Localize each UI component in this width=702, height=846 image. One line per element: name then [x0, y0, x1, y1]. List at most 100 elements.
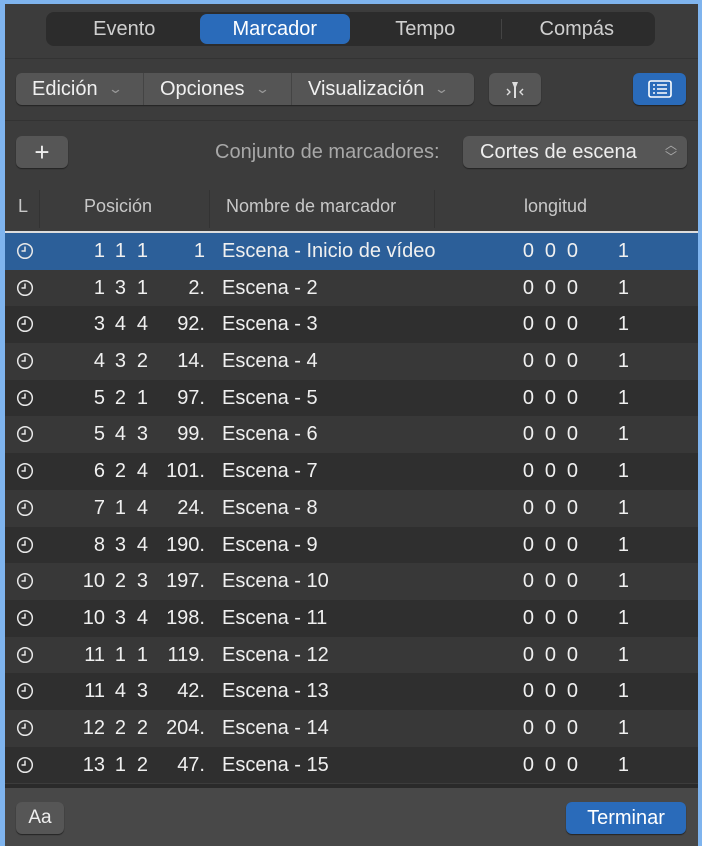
length-tick: 1: [617, 386, 629, 409]
position-division: 2: [136, 350, 148, 373]
table-row[interactable]: 11 1 1 119. Escena - 12 0 0 0 1: [5, 636, 698, 674]
list-view-icon: [647, 80, 672, 98]
position-bar: 7: [93, 496, 105, 519]
column-lock[interactable]: L: [18, 196, 29, 216]
tab-evento[interactable]: Evento: [93, 17, 156, 40]
clock-icon[interactable]: [16, 242, 34, 266]
marker-snap-icon: [506, 82, 524, 98]
marker-name[interactable]: Escena - 7: [222, 460, 318, 483]
marker-name[interactable]: Escena - 3: [222, 313, 318, 336]
position-division: 3: [136, 680, 148, 703]
marker-name[interactable]: Escena - 5: [222, 386, 318, 409]
length-division: 0: [566, 386, 578, 409]
clock-icon[interactable]: [16, 756, 34, 780]
position-beat: 2: [114, 570, 126, 593]
snap-marker-button[interactable]: [489, 73, 541, 105]
column-name[interactable]: Nombre de marcador: [226, 196, 397, 216]
length-beat: 0: [544, 240, 556, 262]
done-button[interactable]: Terminar: [566, 802, 686, 834]
length-beat: 0: [544, 313, 556, 336]
position-tick: 204.: [166, 716, 205, 739]
marker-name[interactable]: Escena - 14: [222, 716, 329, 739]
clock-icon[interactable]: [16, 389, 34, 413]
table-row[interactable]: 11 4 3 42. Escena - 13 0 0 0 1: [5, 673, 698, 710]
length-tick: 1: [617, 570, 629, 593]
table-row[interactable]: 1 1 1 1 Escena - Inicio de vídeo 0 0 0 1: [5, 233, 698, 270]
clock-icon[interactable]: [16, 719, 34, 743]
column-position[interactable]: Posición: [84, 196, 153, 216]
marker-name[interactable]: Escena - 13: [222, 680, 329, 703]
table-row[interactable]: 10 2 3 197. Escena - 10 0 0 0 1: [5, 563, 698, 600]
length-division: 0: [566, 276, 578, 299]
clock-icon[interactable]: [16, 609, 34, 633]
marker-name[interactable]: Escena - 2: [222, 276, 318, 299]
length-bar: 0: [522, 680, 534, 703]
chevron-down-icon: ⌄: [107, 81, 123, 96]
font-button[interactable]: Aa: [16, 802, 64, 834]
add-marker-button[interactable]: +: [16, 136, 68, 168]
table-row[interactable]: 13 1 2 47. Escena - 15 0 0 0 1: [5, 746, 698, 784]
marker-name[interactable]: Escena - 9: [222, 533, 318, 556]
marker-name[interactable]: Escena - 4: [222, 350, 318, 373]
tab-tempo[interactable]: Tempo: [395, 17, 456, 40]
length-division: 0: [566, 423, 578, 446]
position-division: 2: [136, 753, 148, 776]
view-tabs: Evento Marcador Tempo Compás: [46, 12, 655, 46]
length-bar: 0: [522, 643, 534, 666]
length-beat: 0: [544, 753, 556, 776]
table-row[interactable]: 10 3 4 198. Escena - 11 0 0 0 1: [5, 599, 698, 637]
clock-icon[interactable]: [16, 499, 34, 523]
marker-name[interactable]: Escena - 11: [222, 606, 328, 629]
length-tick: 1: [617, 680, 629, 703]
marker-name[interactable]: Escena - 10: [222, 570, 329, 593]
length-tick: 1: [617, 313, 629, 336]
clock-icon[interactable]: [16, 462, 34, 486]
position-tick: 197.: [166, 570, 205, 593]
marker-name[interactable]: Escena - Inicio de vídeo: [222, 240, 436, 262]
length-tick: 1: [617, 460, 629, 483]
clock-icon[interactable]: [16, 352, 34, 376]
length-beat: 0: [544, 570, 556, 593]
position-beat: 3: [114, 533, 126, 556]
clock-icon[interactable]: [16, 425, 34, 449]
clock-icon[interactable]: [16, 315, 34, 339]
list-view-button[interactable]: [633, 73, 686, 105]
opciones-menu[interactable]: Opciones ⌄: [144, 73, 292, 105]
length-bar: 0: [522, 350, 534, 373]
length-tick: 1: [617, 753, 629, 776]
marker-name[interactable]: Escena - 15: [222, 753, 329, 776]
position-beat: 2: [114, 386, 126, 409]
marker-name[interactable]: Escena - 8: [222, 496, 318, 519]
clock-icon[interactable]: [16, 536, 34, 560]
tab-marcador[interactable]: Marcador: [199, 14, 350, 44]
marker-set-label: Conjunto de marcadores:: [215, 141, 440, 163]
position-tick: 14.: [177, 350, 205, 373]
tab-compas[interactable]: Compás: [539, 17, 614, 40]
position-bar: 11: [84, 643, 105, 666]
column-length[interactable]: longitud: [524, 196, 588, 216]
marker-name[interactable]: Escena - 6: [222, 423, 318, 446]
clock-icon[interactable]: [16, 572, 34, 596]
length-beat: 0: [544, 680, 556, 703]
length-tick: 1: [617, 350, 629, 373]
visualizacion-menu[interactable]: Visualización ⌄: [292, 73, 474, 105]
table-row[interactable]: 12 2 2 204. Escena - 14 0 0 0 1: [5, 709, 698, 747]
clock-icon[interactable]: [16, 682, 34, 706]
clock-icon[interactable]: [16, 279, 34, 303]
position-tick: 119.: [167, 643, 205, 666]
clock-icon[interactable]: [16, 646, 34, 670]
position-beat: 3: [114, 276, 126, 299]
marker-name[interactable]: Escena - 12: [222, 643, 329, 666]
length-tick: 1: [617, 276, 629, 299]
edicion-menu[interactable]: Edición ⌄: [16, 73, 144, 105]
table-header: L Posición Nombre de marcador longitud: [5, 182, 698, 230]
marker-set-select[interactable]: Cortes de escena ︿ ﹀: [463, 136, 687, 168]
